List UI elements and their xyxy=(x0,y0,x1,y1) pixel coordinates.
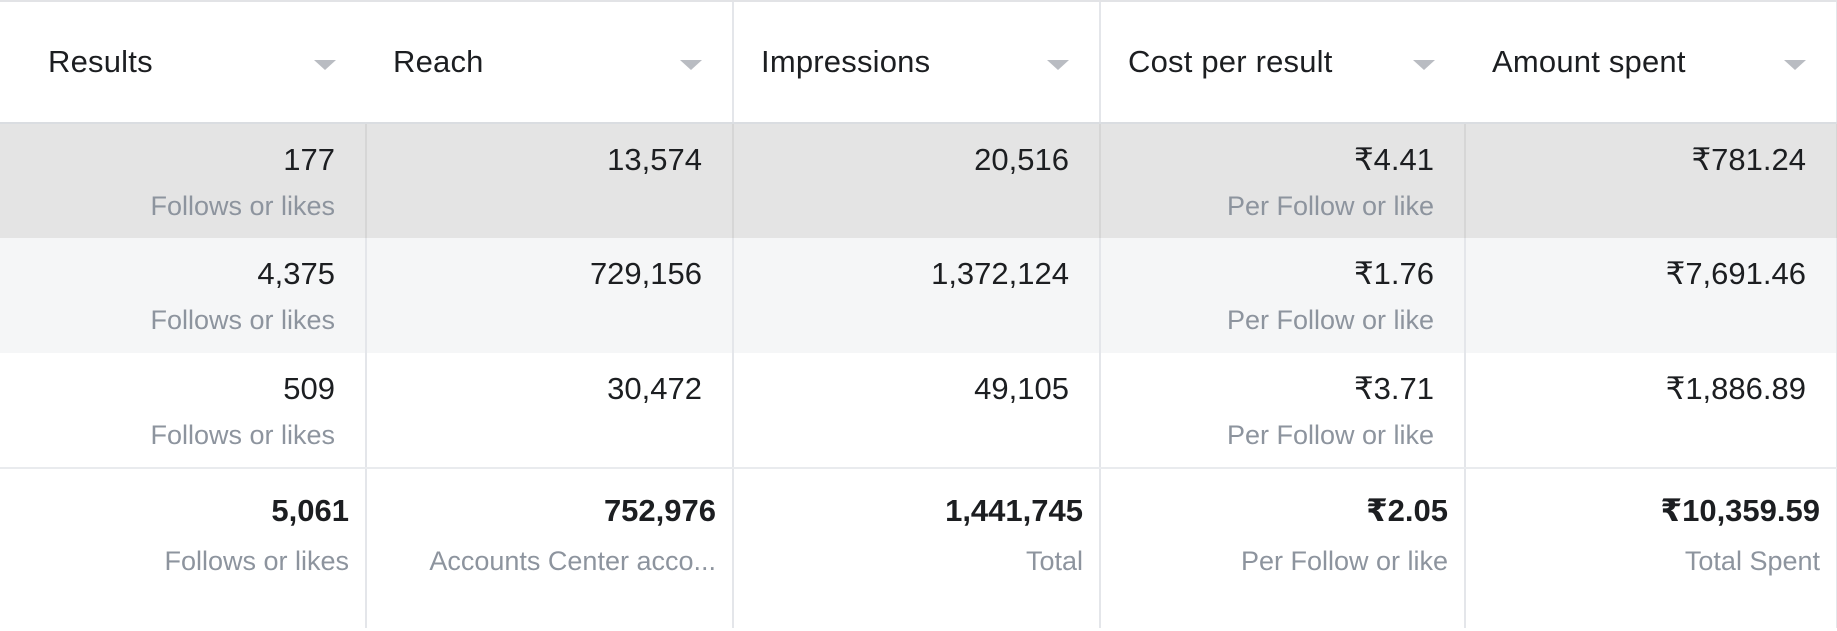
total-reach-value: 752,976 xyxy=(603,493,716,528)
column-header-reach[interactable]: Reach xyxy=(366,2,733,124)
table-row[interactable]: 509 Follows or likes 30,472 49,105 xyxy=(0,353,1837,469)
amount-spent-value: ₹7,691.46 xyxy=(1665,256,1806,291)
total-cost-per-result-value: ₹2.05 xyxy=(1366,493,1448,528)
chevron-down-icon[interactable] xyxy=(1047,60,1069,70)
results-type: Follows or likes xyxy=(150,191,335,221)
cell-amount-spent: ₹781.24 xyxy=(1465,123,1837,238)
chevron-down-icon[interactable] xyxy=(1413,60,1435,70)
chevron-down-icon[interactable] xyxy=(314,60,336,70)
cell-cost-per-result: ₹4.41 Per Follow or like xyxy=(1100,123,1466,238)
total-reach-label: Accounts Center acco... xyxy=(429,546,716,576)
total-amount-spent: ₹10,359.59 Total Spent xyxy=(1465,468,1837,628)
total-reach: 752,976 Accounts Center acco... xyxy=(366,468,734,628)
total-amount-spent-label: Total Spent xyxy=(1684,546,1820,576)
cell-impressions: 49,105 xyxy=(733,353,1101,469)
reach-value: 30,472 xyxy=(607,371,702,406)
column-header-results[interactable]: Results xyxy=(0,2,366,124)
total-amount-spent-value: ₹10,359.59 xyxy=(1660,493,1820,528)
cost-per-result-value: ₹3.71 xyxy=(1353,371,1434,406)
results-type: Follows or likes xyxy=(150,305,335,335)
reach-value: 13,574 xyxy=(607,142,702,177)
impressions-value: 20,516 xyxy=(974,142,1069,177)
total-impressions-value: 1,441,745 xyxy=(945,493,1083,528)
cost-per-result-value: ₹1.76 xyxy=(1353,256,1434,291)
results-value: 4,375 xyxy=(257,256,335,291)
results-value: 509 xyxy=(283,371,335,406)
cell-impressions: 20,516 xyxy=(733,123,1101,238)
column-header-label: Results xyxy=(48,44,153,79)
cell-results: 509 Follows or likes xyxy=(0,353,367,469)
column-header-cost-per-result[interactable]: Cost per result xyxy=(1099,2,1465,124)
total-results-value: 5,061 xyxy=(271,493,349,528)
totals-row: 5,061 Follows or likes 752,976 Accounts … xyxy=(0,468,1837,628)
total-results: 5,061 Follows or likes xyxy=(0,468,367,628)
column-header-amount-spent[interactable]: Amount spent xyxy=(1465,2,1837,124)
reach-value: 729,156 xyxy=(589,256,702,291)
cell-cost-per-result: ₹3.71 Per Follow or like xyxy=(1100,353,1466,469)
amount-spent-value: ₹781.24 xyxy=(1691,142,1806,177)
impressions-value: 49,105 xyxy=(974,371,1069,406)
results-value: 177 xyxy=(283,142,335,177)
cost-per-result-unit: Per Follow or like xyxy=(1226,191,1434,221)
table-row[interactable]: 4,375 Follows or likes 729,156 1,372,124 xyxy=(0,238,1837,353)
cell-results: 4,375 Follows or likes xyxy=(0,238,367,353)
amount-spent-value: ₹1,886.89 xyxy=(1665,371,1806,406)
column-header-label: Cost per result xyxy=(1128,44,1333,79)
cost-per-result-unit: Per Follow or like xyxy=(1226,420,1434,450)
chevron-down-icon[interactable] xyxy=(680,60,702,70)
column-header-label: Impressions xyxy=(761,44,931,79)
cost-per-result-value: ₹4.41 xyxy=(1353,142,1434,177)
cost-per-result-unit: Per Follow or like xyxy=(1226,305,1434,335)
total-impressions-label: Total xyxy=(1025,546,1083,576)
total-cost-per-result: ₹2.05 Per Follow or like xyxy=(1100,468,1466,628)
cell-reach: 729,156 xyxy=(366,238,734,353)
table-header-row: Results Reach Impressions xyxy=(0,2,1837,124)
column-header-label: Amount spent xyxy=(1492,44,1686,79)
results-type: Follows or likes xyxy=(150,420,335,450)
cell-reach: 30,472 xyxy=(366,353,734,469)
column-header-impressions[interactable]: Impressions xyxy=(732,2,1100,124)
cell-cost-per-result: ₹1.76 Per Follow or like xyxy=(1100,238,1466,353)
cell-impressions: 1,372,124 xyxy=(733,238,1101,353)
chevron-down-icon[interactable] xyxy=(1784,60,1806,70)
column-header-label: Reach xyxy=(393,44,484,79)
cell-reach: 13,574 xyxy=(366,123,734,238)
cell-amount-spent: ₹1,886.89 xyxy=(1465,353,1837,469)
table-row[interactable]: 177 Follows or likes 13,574 20,516 xyxy=(0,123,1837,238)
total-impressions: 1,441,745 Total xyxy=(733,468,1101,628)
impressions-value: 1,372,124 xyxy=(931,256,1069,291)
total-cost-per-result-unit: Per Follow or like xyxy=(1240,546,1448,576)
cell-amount-spent: ₹7,691.46 xyxy=(1465,238,1837,353)
cell-results: 177 Follows or likes xyxy=(0,123,367,238)
total-results-type: Follows or likes xyxy=(164,546,349,576)
